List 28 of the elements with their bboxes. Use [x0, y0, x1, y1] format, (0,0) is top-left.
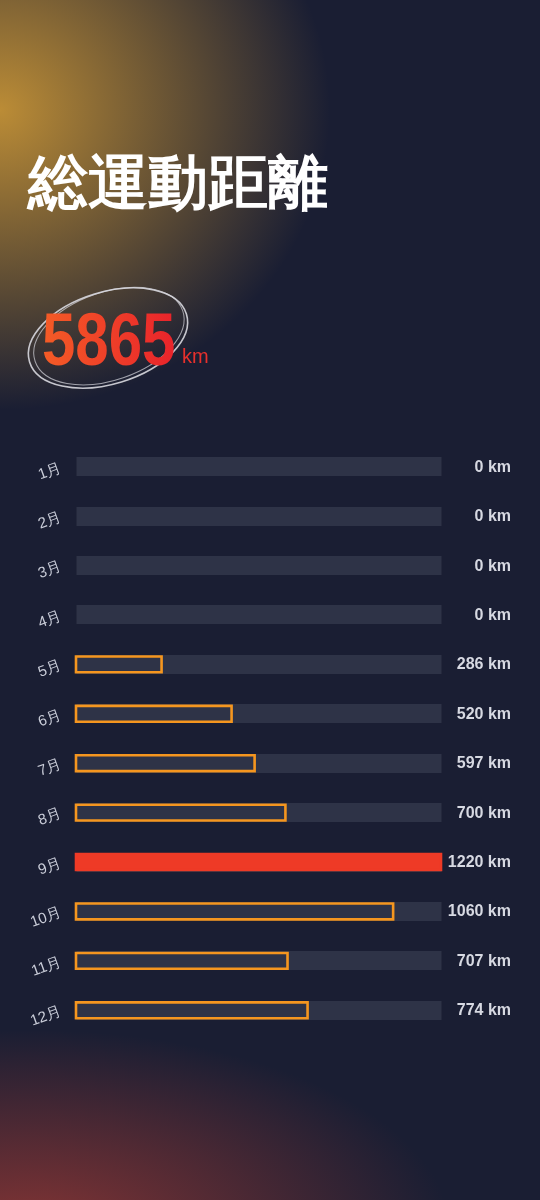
data-label: 520 km — [456, 704, 511, 722]
data-label: 597 km — [456, 754, 511, 772]
y-tick-label: 1月 — [35, 458, 64, 483]
y-tick-label: 3月 — [35, 557, 64, 582]
y-tick-label: 7月 — [35, 754, 64, 779]
data-label: 1060 km — [447, 902, 511, 920]
data-label: 1220 km — [447, 853, 511, 871]
data-label: 707 km — [456, 951, 511, 969]
y-tick-label: 12月 — [27, 1001, 64, 1029]
chart-title: 総運動距離 — [28, 149, 328, 216]
data-label: 0 km — [474, 457, 511, 475]
y-tick-label: 2月 — [35, 507, 64, 532]
y-tick-label: 9月 — [35, 853, 64, 878]
data-label: 286 km — [456, 655, 511, 673]
data-label: 0 km — [474, 556, 511, 574]
data-label: 0 km — [474, 605, 511, 623]
data-label: 774 km — [456, 1001, 511, 1019]
text: km — [182, 345, 209, 367]
y-tick-label: 6月 — [35, 705, 64, 730]
text: 5865 — [42, 297, 176, 381]
y-tick-label: 8月 — [35, 804, 64, 829]
y-tick-label: 11月 — [28, 952, 64, 979]
y-tick-label: 5月 — [35, 655, 64, 680]
bar — [74, 655, 163, 674]
data-label: 700 km — [456, 803, 511, 821]
data-label: 0 km — [474, 507, 511, 525]
y-tick-label: 4月 — [35, 606, 64, 631]
y-tick-label: 10月 — [27, 903, 64, 930]
